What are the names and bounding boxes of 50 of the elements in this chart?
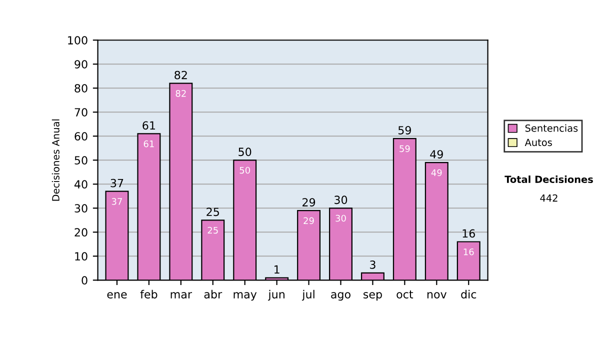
x-tick-label: ago xyxy=(331,292,350,301)
data-label: 16 xyxy=(464,248,474,256)
legend-label: Sentencias xyxy=(525,124,578,132)
text: Total Decisiones xyxy=(504,175,593,184)
x-tick-label: may xyxy=(234,292,257,301)
total-label: 37 xyxy=(110,178,124,188)
total-label: 29 xyxy=(302,198,316,206)
legend-label: Autos xyxy=(524,138,552,146)
total-label: 82 xyxy=(174,70,187,80)
y-tick-label: 10 xyxy=(75,252,88,261)
y-tick-label: 30 xyxy=(74,204,88,213)
y-tick-label: 40 xyxy=(74,180,88,189)
total-label: 61 xyxy=(142,121,155,130)
total-label: 30 xyxy=(334,196,348,204)
data-label: 29 xyxy=(304,217,314,224)
x-tick-label: feb xyxy=(140,290,158,298)
y-tick-label: 90 xyxy=(74,60,88,69)
data-label: 82 xyxy=(176,90,186,97)
x-tick-label: nov xyxy=(427,292,447,298)
total-label: 59 xyxy=(398,126,411,134)
data-label: 61 xyxy=(144,140,154,148)
y-tick-label: 70 xyxy=(74,108,88,117)
total-label: 16 xyxy=(462,229,475,238)
y-tick-label: 50 xyxy=(74,156,88,165)
y-tick-label: 60 xyxy=(74,132,88,141)
data-label: 30 xyxy=(336,214,346,222)
x-tick-label: abr xyxy=(204,290,222,298)
x-tick-label: jul xyxy=(302,290,314,301)
y-tick-label: 80 xyxy=(74,84,88,93)
text: 442 xyxy=(540,194,558,202)
total-label: 49 xyxy=(430,150,443,158)
total-label: 1 xyxy=(274,265,280,274)
x-tick-label: oct xyxy=(396,290,414,298)
x-tick-label: ene xyxy=(107,292,127,298)
x-tick-label: dic xyxy=(461,290,476,298)
x-tick-label: jun xyxy=(268,290,284,301)
y-axis-title: Decisiones Anual xyxy=(52,119,60,201)
total-label: 25 xyxy=(206,208,219,216)
total-label: 3 xyxy=(370,260,376,269)
data-label: 37 xyxy=(112,198,122,205)
y-tick-label: 0 xyxy=(82,276,88,285)
data-label: 49 xyxy=(431,169,442,176)
total-label: 50 xyxy=(238,148,252,156)
y-tick-label: 20 xyxy=(74,228,88,237)
data-label: 25 xyxy=(208,226,218,234)
data-label: 59 xyxy=(400,145,410,152)
y-tick-label: 100 xyxy=(68,36,88,44)
x-tick-label: sep xyxy=(363,292,382,301)
x-tick-label: mar xyxy=(170,292,192,298)
data-label: 50 xyxy=(240,166,250,174)
